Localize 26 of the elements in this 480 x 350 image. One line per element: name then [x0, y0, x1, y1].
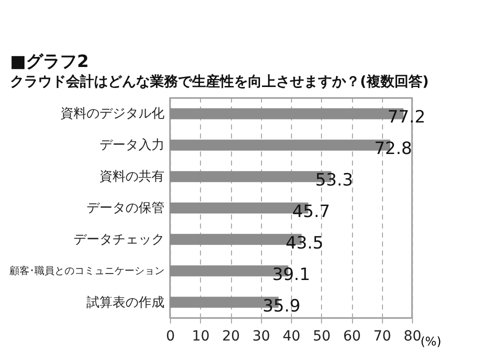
data-label: 39.1 — [272, 264, 310, 285]
x-axis-title: (%) — [420, 334, 442, 348]
data-label: 72.8 — [374, 139, 412, 160]
y-tick-label: データ入力 — [100, 138, 164, 154]
y-tick-label: データの保管 — [86, 201, 164, 216]
y-tick-label: 資料の共有 — [100, 170, 164, 185]
chart-subtitle: クラウド会計はどんな業務で生産性を向上させますか？(複数回答) — [10, 73, 429, 90]
data-label: 77.2 — [388, 108, 426, 128]
data-label: 35.9 — [262, 296, 300, 316]
x-tick-label: 30 — [252, 328, 270, 344]
chart-title: ■グラフ2 — [10, 52, 89, 72]
data-label: 43.5 — [286, 233, 324, 254]
x-tick-label: 40 — [282, 328, 300, 344]
x-tick-label: 10 — [192, 328, 210, 344]
data-label: 45.7 — [292, 202, 330, 222]
data-label: 53.3 — [315, 170, 354, 191]
y-tick-label: 資料のデジタル化 — [60, 106, 164, 122]
x-tick-label: 80 — [404, 328, 422, 344]
x-tick-label: 20 — [222, 328, 240, 344]
x-tick-label: 0 — [166, 328, 175, 344]
x-tick-label: 60 — [343, 328, 361, 344]
y-tick-label: データチェック — [74, 232, 164, 248]
y-tick-label: 試算表の作成 — [86, 295, 164, 310]
x-tick-label: 50 — [312, 328, 331, 344]
x-tick-label: 70 — [373, 328, 392, 344]
y-tick-label: 顧客･職員とのコミュニケーション — [10, 264, 164, 277]
